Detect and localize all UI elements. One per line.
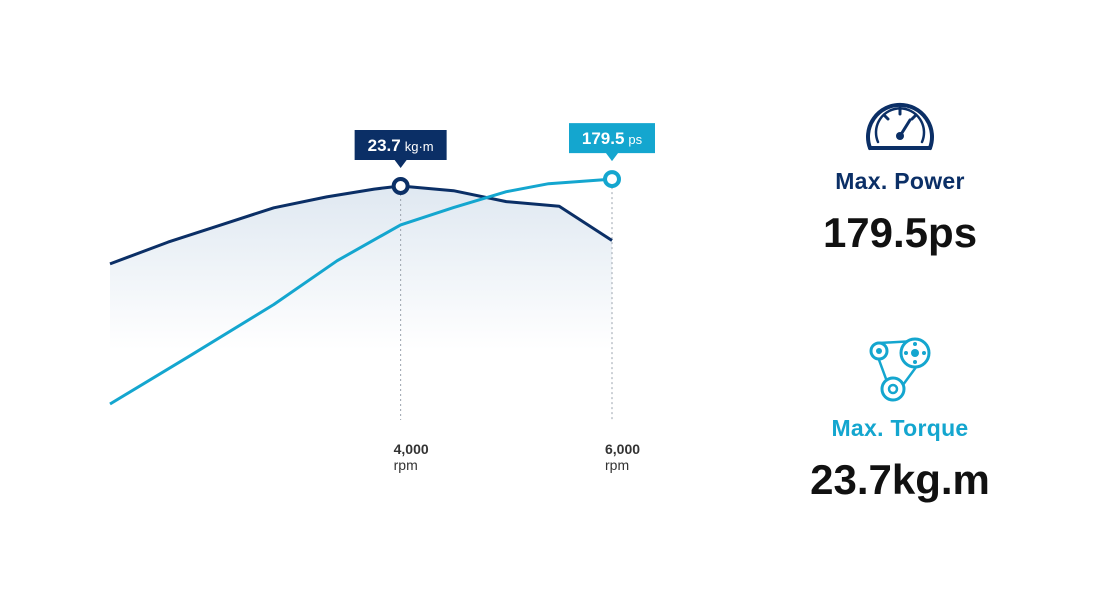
x-tick-unit: rpm [605,457,629,473]
max-torque-label: Max. Torque [831,415,969,441]
power-callout-box [569,123,655,162]
torque-peak-unit: kg·m [405,139,434,154]
torque-callout-box [354,130,447,168]
x-tick-label: 6,000 [605,441,640,457]
max-torque-value: 23.7kg.m [810,456,990,503]
power-peak-marker [603,170,621,189]
max-torque-block: Max. Torque 23.7kg.m [780,335,1020,504]
power-callout-text: 179.5 ps [582,129,643,148]
belt-pulley-icon [869,337,931,402]
torque-peak-value: 23.7 [368,136,401,155]
torque-peak-callout: 23.7 kg·m [354,130,447,168]
power-series-line [109,177,613,406]
max-power-label: Max. Power [835,168,965,194]
power-peak-unit: ps [628,132,642,147]
max-power-block: Max. Power 179.5ps [780,90,1020,257]
x-tick-label: 4,000 [394,441,429,457]
x-tick-unit: rpm [394,457,418,473]
power-peak-callout: 179.5 ps [569,123,655,162]
torque-series-line [109,184,613,266]
speedometer-icon [866,102,934,150]
torque-callout-text: 23.7 kg·m [368,136,434,155]
power-peak-value: 179.5 [582,129,625,148]
max-power-value: 179.5ps [822,209,978,256]
torque-peak-marker [391,177,410,195]
torque-area-fill [110,186,612,350]
